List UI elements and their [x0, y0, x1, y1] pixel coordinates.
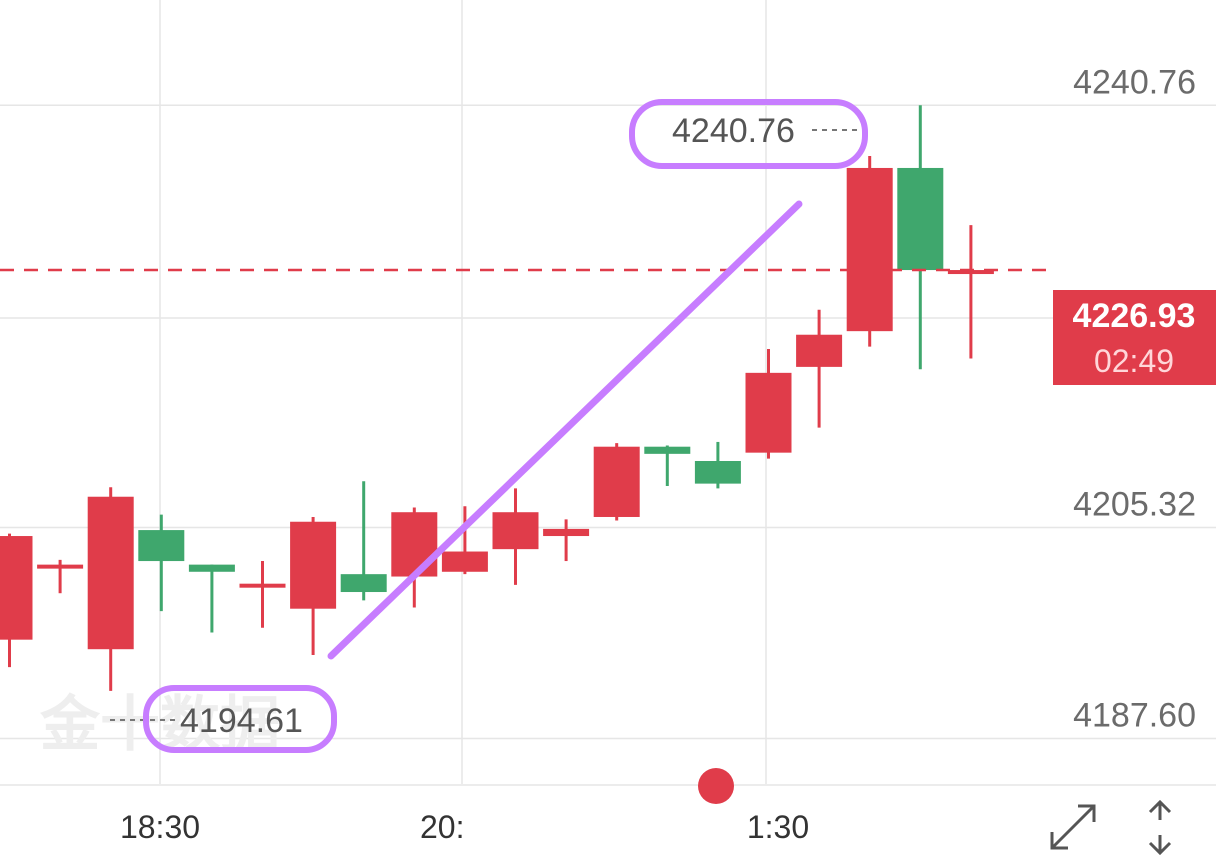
low-highlight-oval: [143, 685, 337, 753]
x-axis-labels: 18:30 20: 1:30: [120, 809, 809, 845]
candle-body[interactable]: [897, 167, 944, 271]
candle-body[interactable]: [441, 551, 488, 572]
candle-body[interactable]: [947, 270, 994, 275]
y-tick-label: 4240.76: [1073, 63, 1196, 101]
candle-body[interactable]: [290, 521, 337, 609]
candle-body[interactable]: [846, 167, 893, 332]
candle-body[interactable]: [543, 528, 590, 537]
candle-body[interactable]: [239, 583, 286, 588]
x-tick-label: 1:30: [747, 809, 809, 845]
candles-group: [0, 105, 994, 691]
candle-body[interactable]: [0, 536, 33, 640]
x-tick-label: 18:30: [120, 809, 200, 845]
low-price-label: 4194.61: [180, 702, 303, 740]
y-tick-label: 4205.32: [1073, 485, 1196, 523]
grid-lines: [0, 0, 1216, 785]
candle-body[interactable]: [37, 564, 84, 569]
candle-body[interactable]: [492, 512, 539, 550]
x-axis-scrollbar-area[interactable]: [462, 818, 742, 848]
candle-body[interactable]: [644, 446, 691, 454]
low-annotation: 4194.61: [110, 685, 337, 753]
candle-body[interactable]: [745, 372, 792, 453]
high-price-label: 4240.76: [672, 112, 795, 150]
candle-body[interactable]: [796, 334, 843, 367]
current-price-badge-bg: [1053, 290, 1216, 385]
vertical-resize-icon[interactable]: [1148, 799, 1172, 856]
countdown-timer: 02:49: [1094, 343, 1174, 379]
candle-body[interactable]: [340, 574, 387, 593]
current-price-badge: 4226.93 02:49: [1053, 290, 1216, 385]
expand-icon[interactable]: [1050, 804, 1096, 850]
live-indicator-dot[interactable]: [698, 768, 734, 804]
x-tick-label: 20:: [420, 809, 464, 845]
trend-line: [327, 200, 803, 660]
current-price-value: 4226.93: [1073, 297, 1196, 335]
candle-body[interactable]: [138, 530, 185, 562]
candle-body[interactable]: [188, 564, 235, 572]
y-tick-label: 4187.60: [1073, 697, 1196, 735]
candle-body[interactable]: [87, 496, 134, 650]
candle-body[interactable]: [593, 446, 640, 517]
y-axis-labels: 4240.76 4205.32 4187.60: [1073, 63, 1196, 734]
candle-body[interactable]: [391, 512, 438, 577]
high-highlight-oval: [629, 99, 868, 169]
candle-body[interactable]: [694, 460, 741, 484]
high-annotation: 4240.76: [629, 99, 868, 169]
